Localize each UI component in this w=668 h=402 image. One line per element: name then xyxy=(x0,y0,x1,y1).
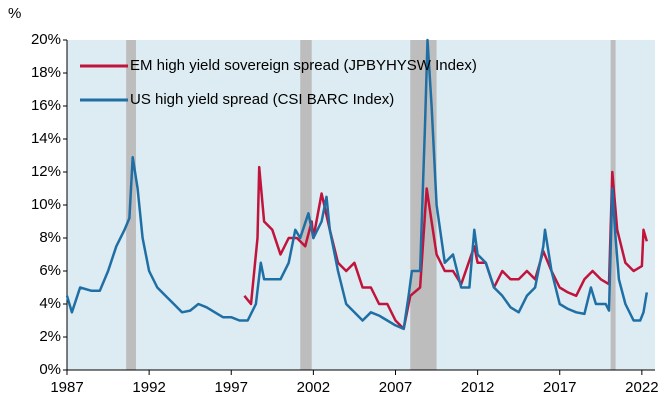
plot-background xyxy=(67,40,655,370)
y-tick-label: 4% xyxy=(39,295,61,312)
legend-label: EM high yield sovereign spread (JPBYHYSW… xyxy=(130,57,477,74)
legend-label: US high yield spread (CSI BARC Index) xyxy=(130,91,394,108)
x-tick-label: 1992 xyxy=(132,379,165,396)
series-line xyxy=(243,165,649,331)
y-tick-label: 18% xyxy=(31,64,61,81)
y-tick-label: 6% xyxy=(39,262,61,279)
x-tick-label: 2017 xyxy=(543,379,576,396)
y-tick-label: 16% xyxy=(31,97,61,114)
y-tick-label: 10% xyxy=(31,196,61,213)
y-tick-label: 12% xyxy=(31,163,61,180)
series-line xyxy=(65,38,649,331)
y-tick-label: 14% xyxy=(31,130,61,147)
y-tick-label: 20% xyxy=(31,31,61,48)
x-tick-label: 2002 xyxy=(297,379,330,396)
y-tick-label: 8% xyxy=(39,229,61,246)
y-tick-label: 0% xyxy=(39,361,61,378)
x-tick-label: 2007 xyxy=(379,379,412,396)
recession-band xyxy=(300,40,312,370)
x-tick-label: 2022 xyxy=(625,379,658,396)
x-tick-label: 2012 xyxy=(461,379,494,396)
x-tick-label: 1997 xyxy=(215,379,248,396)
y-tick-label: 2% xyxy=(39,328,61,345)
x-tick-label: 1987 xyxy=(50,379,83,396)
y-axis-label: % xyxy=(8,5,21,22)
